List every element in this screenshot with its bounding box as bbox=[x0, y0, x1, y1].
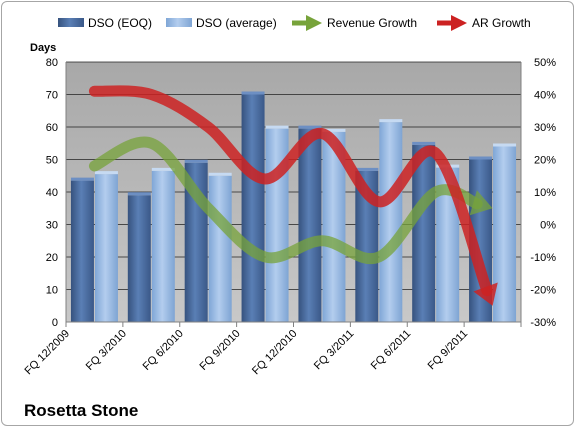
legend: DSO (EOQ) DSO (average) Revenue Growth A… bbox=[58, 15, 531, 31]
x-tick-label: FQ 9/2010 bbox=[198, 328, 243, 373]
y2-tick-label: 30% bbox=[534, 122, 556, 134]
bar-dso-average bbox=[493, 146, 517, 322]
x-tick-label: FQ 12/2010 bbox=[250, 328, 300, 378]
x-tick-label: FQ 3/2010 bbox=[84, 328, 129, 373]
y-tick-label: 50 bbox=[46, 155, 58, 167]
y-tick-label: 70 bbox=[46, 90, 58, 102]
bar-dso-eoq bbox=[241, 94, 265, 322]
bar-top-dso-average bbox=[379, 119, 403, 123]
legend-swatch-dso-average bbox=[166, 18, 192, 27]
y-axis-ticks: 0 10 20 30 40 50 60 70 80 bbox=[46, 57, 58, 329]
x-tick-label: FQ 9/2011 bbox=[426, 328, 471, 373]
bar-dso-eoq bbox=[298, 128, 322, 322]
bar-top-dso-average bbox=[265, 125, 289, 129]
y2-tick-label: -20% bbox=[530, 285, 556, 297]
y-tick-label: 0 bbox=[52, 317, 58, 329]
legend-arrow-revenue-growth bbox=[292, 15, 322, 31]
bar-top-dso-eoq bbox=[241, 91, 265, 95]
y-axis-title: Days bbox=[30, 42, 56, 54]
bar-top-dso-eoq bbox=[127, 192, 151, 196]
bar-dso-eoq bbox=[70, 180, 94, 322]
y-tick-label: 80 bbox=[46, 57, 58, 69]
bar-dso-average bbox=[151, 170, 175, 322]
bar-top-dso-eoq bbox=[412, 141, 436, 145]
arrowhead-revenue-growth bbox=[469, 190, 493, 216]
y2-tick-label: 50% bbox=[534, 57, 556, 69]
line-ar-growth bbox=[88, 85, 493, 297]
y2-tick-label: 40% bbox=[534, 90, 556, 102]
bar-top-dso-average bbox=[94, 171, 118, 175]
legend-label-ar-growth: AR Growth bbox=[472, 16, 531, 30]
y2-tick-label: 0% bbox=[540, 220, 556, 232]
x-tick-label: FQ 6/2010 bbox=[141, 328, 186, 373]
bar-dso-average bbox=[436, 167, 460, 322]
bar-top-dso-average bbox=[208, 172, 232, 176]
bar-top-dso-average bbox=[493, 143, 517, 147]
y2-tick-label: 10% bbox=[534, 187, 556, 199]
bar-top-dso-average bbox=[151, 167, 175, 171]
x-tick-label: FQ 12/2009 bbox=[23, 328, 73, 378]
bar-top-dso-eoq bbox=[298, 125, 322, 129]
legend-label-dso-eoq: DSO (EOQ) bbox=[88, 16, 152, 30]
bar-top-dso-eoq bbox=[184, 159, 208, 163]
y-tick-label: 10 bbox=[46, 285, 58, 297]
y-tick-label: 30 bbox=[46, 220, 58, 232]
x-axis-ticks: FQ 12/2009 FQ 3/2010 FQ 6/2010 FQ 9/2010 FQ … bbox=[23, 328, 471, 378]
legend-label-dso-average: DSO (average) bbox=[196, 16, 277, 30]
y-tick-label: 40 bbox=[46, 187, 58, 199]
bar-top-dso-average bbox=[322, 128, 346, 132]
x-tick-label: FQ 6/2011 bbox=[369, 328, 414, 373]
bar-dso-average bbox=[322, 131, 346, 322]
bar-dso-eoq bbox=[355, 170, 379, 322]
y2-tick-label: -30% bbox=[530, 317, 556, 329]
y2-tick-label: 20% bbox=[534, 155, 556, 167]
bar-dso-eoq bbox=[412, 144, 436, 322]
bar-dso-average bbox=[208, 175, 232, 322]
line-revenue-growth bbox=[88, 136, 483, 265]
legend-swatch-dso-eoq bbox=[58, 18, 84, 27]
y2-tick-label: -10% bbox=[530, 252, 556, 264]
bar-dso-average bbox=[94, 174, 118, 322]
y2-axis-ticks: -30% -20% -10% 0% 10% 20% 30% 40% 50% bbox=[530, 57, 556, 329]
x-tick-label: FQ 3/2011 bbox=[312, 328, 357, 373]
arrowhead-ar-growth bbox=[473, 282, 498, 306]
legend-label-revenue-growth: Revenue Growth bbox=[327, 16, 417, 30]
y-tick-label: 20 bbox=[46, 252, 58, 264]
legend-arrow-ar-growth bbox=[437, 15, 467, 31]
axes bbox=[65, 62, 522, 327]
bar-dso-average bbox=[379, 122, 403, 322]
growth-lines bbox=[88, 85, 498, 306]
bar-top-dso-eoq bbox=[355, 167, 379, 171]
bar-dso-eoq bbox=[127, 195, 151, 322]
brand-label: Rosetta Stone bbox=[24, 401, 138, 420]
bar-top-dso-eoq bbox=[70, 177, 94, 181]
y-tick-label: 60 bbox=[46, 122, 58, 134]
bar-top-dso-eoq bbox=[469, 156, 493, 160]
